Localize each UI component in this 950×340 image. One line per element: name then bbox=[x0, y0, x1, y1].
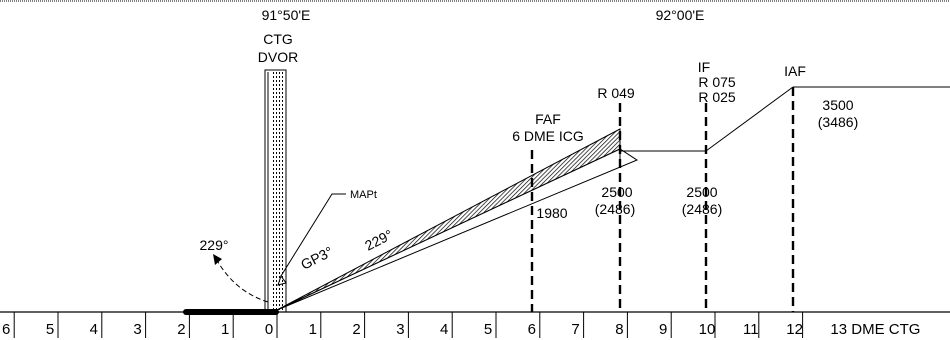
faf-altitude: 1980 bbox=[536, 205, 567, 221]
if-radial-2: R 025 bbox=[698, 89, 736, 105]
r049-altitude-msl: (2486) bbox=[595, 201, 635, 217]
if-label: IF bbox=[698, 59, 710, 75]
dme-right-11-label: 11 bbox=[743, 321, 759, 338]
missed-approach-arrowhead bbox=[213, 254, 222, 265]
dme-left-5-label: 5 bbox=[46, 321, 54, 338]
dme-left-6-label: 6 bbox=[2, 321, 10, 338]
if-altitude: 2500 bbox=[686, 184, 717, 200]
dme-right-4-label: 4 bbox=[440, 321, 448, 338]
dme-right-8-label: 8 bbox=[615, 321, 623, 338]
dme-right-2-label: 2 bbox=[352, 321, 360, 338]
longitude-label-left: 91°50'E bbox=[262, 7, 311, 23]
dme-right-10-label: 10 bbox=[699, 321, 716, 338]
dvor-column bbox=[264, 69, 287, 313]
if-radial-1: R 075 bbox=[698, 74, 736, 90]
navaid-type: DVOR bbox=[258, 49, 298, 65]
faf-dme-label: 6 DME ICG bbox=[512, 128, 584, 144]
mapt-label: MAPt bbox=[350, 189, 377, 201]
dme-right-12-label: 12 bbox=[786, 321, 803, 338]
dme-left-3-label: 3 bbox=[133, 321, 141, 338]
missed-approach-course: 229° bbox=[200, 237, 229, 253]
dme-right-3-label: 3 bbox=[396, 321, 404, 338]
dme-left-1-label: 1 bbox=[221, 321, 229, 338]
dme-right-5-label: 5 bbox=[484, 321, 492, 338]
faf-label: FAF bbox=[535, 111, 561, 127]
dme-last-label: 13 DME CTG bbox=[830, 321, 920, 338]
dme-left-0-label: 0 bbox=[265, 321, 273, 338]
longitude-label-right: 92°00'E bbox=[656, 7, 705, 23]
iaf-label: IAF bbox=[784, 63, 806, 79]
if-altitude-msl: (2486) bbox=[682, 201, 722, 217]
dme-left-2-label: 2 bbox=[177, 321, 185, 338]
glide-path-lower bbox=[276, 148, 639, 311]
mapt-marker bbox=[277, 274, 287, 286]
dme-left-4-label: 4 bbox=[90, 321, 98, 338]
dme-right-1-label: 1 bbox=[309, 321, 317, 338]
missed-approach-arc bbox=[217, 261, 269, 303]
dme-right-9-label: 9 bbox=[659, 321, 667, 338]
dme-scale: 6 5 4 3 2 1 0 1 2 3 4 5 6 7 8 9 10 11 12 13 DME CTG bbox=[2, 312, 920, 338]
glide-path-wedge bbox=[276, 128, 621, 311]
glide-path-label: GP3° bbox=[298, 243, 335, 273]
iaf-altitude: 3500 bbox=[822, 97, 853, 113]
mapt-leader bbox=[280, 193, 346, 277]
climb-segment bbox=[705, 86, 794, 152]
navaid-name: CTG bbox=[263, 31, 293, 47]
r049-label: R 049 bbox=[597, 85, 635, 101]
dme-right-7-label: 7 bbox=[571, 321, 579, 338]
dme-right-6-label: 6 bbox=[528, 321, 536, 338]
final-course-label: 229° bbox=[362, 226, 395, 253]
iaf-altitude-msl: (3486) bbox=[818, 114, 858, 130]
r049-altitude: 2500 bbox=[601, 184, 632, 200]
